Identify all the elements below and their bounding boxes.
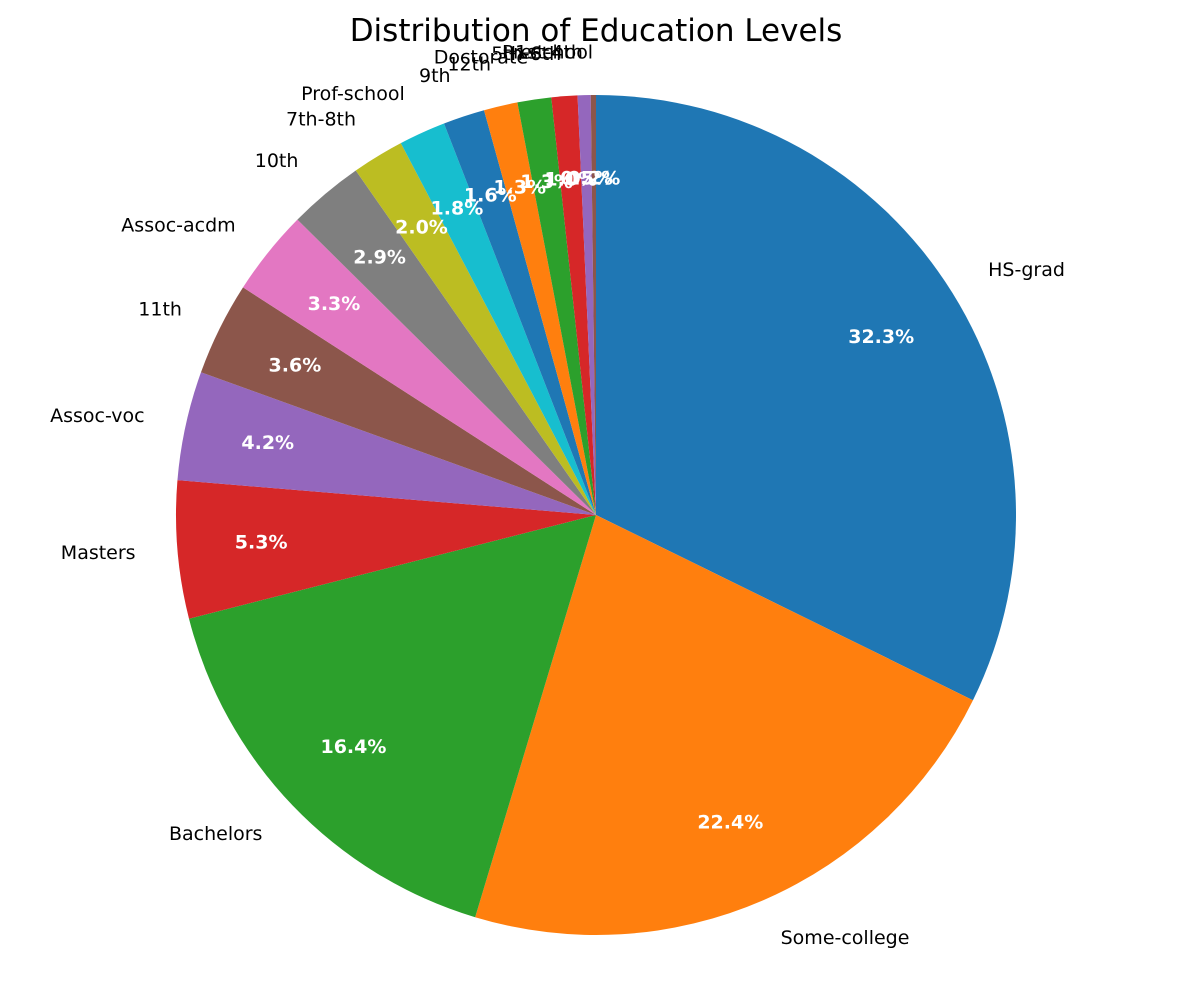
- percent-label-bachelors: 16.4%: [320, 736, 386, 758]
- slice-label-assoc-voc: Assoc-voc: [50, 405, 145, 427]
- percent-label-9th: 1.6%: [464, 185, 517, 207]
- percent-label-masters: 5.3%: [235, 531, 288, 553]
- pie-slice-preschool: [590, 95, 596, 515]
- percent-label-preschool: 0.2%: [568, 168, 621, 190]
- pie-slice-5th-6th: [551, 95, 596, 515]
- pie-slice-12th: [484, 102, 596, 515]
- pie-slice-assoc-acdm: [243, 219, 596, 515]
- slice-label-bachelors: Bachelors: [169, 823, 262, 845]
- pie-slice-9th: [443, 110, 596, 515]
- percent-label-some-college: 22.4%: [697, 812, 763, 834]
- pie-slice-10th: [297, 170, 596, 515]
- percent-label-5th-6th: 1.0%: [544, 168, 597, 190]
- slice-label-masters: Masters: [61, 542, 136, 564]
- percent-label-7th-8th: 2.0%: [395, 216, 448, 238]
- slice-label-1st-4th: 1st-4th: [515, 42, 583, 64]
- percent-label-11th: 3.6%: [269, 354, 322, 376]
- slice-label-7th-8th: 7th-8th: [286, 109, 356, 131]
- slice-label-9th: 9th: [419, 65, 451, 87]
- pie-slice-hs-grad: [596, 95, 1017, 701]
- pie-slice-assoc-voc: [177, 372, 596, 515]
- percent-label-doctorate: 1.3%: [520, 171, 573, 193]
- pie-slice-some-college: [475, 515, 973, 935]
- pie-slice-bachelors: [189, 515, 596, 918]
- slice-label-5th-6th: 5th-6th: [491, 43, 561, 65]
- slice-label-preschool: Preschool: [502, 42, 593, 64]
- slice-label-prof-school: Prof-school: [301, 83, 405, 105]
- slice-label-hs-grad: HS-grad: [988, 259, 1065, 281]
- chart-title: Distribution of Education Levels: [350, 13, 843, 49]
- percent-label-12th: 1.3%: [493, 176, 546, 198]
- percent-label-assoc-voc: 4.2%: [241, 432, 294, 454]
- percent-label-assoc-acdm: 3.3%: [308, 293, 361, 315]
- percent-label-prof-school: 1.8%: [431, 198, 484, 220]
- slices-group: [175, 95, 1017, 935]
- percent-label-hs-grad: 32.3%: [848, 326, 914, 348]
- slice-labels-group: HS-grad Some-college Bachelors Masters Assoc…: [50, 42, 1065, 949]
- slice-label-11th: 11th: [138, 298, 182, 320]
- slice-label-10th: 10th: [255, 150, 299, 172]
- pie-slice-7th-8th: [355, 143, 596, 516]
- slice-label-12th: 12th: [447, 54, 491, 76]
- percent-label-10th: 2.9%: [353, 246, 406, 268]
- pie-slice-1st-4th: [577, 95, 596, 516]
- percent-label-1st-4th: 0.5%: [560, 168, 613, 190]
- pie-slice-prof-school: [400, 123, 596, 515]
- pie-slice-11th: [201, 287, 596, 515]
- percent-labels-group: 32.3%22.4%16.4%5.3%4.2%3.6%3.3%2.9%2.0%1…: [235, 168, 914, 834]
- pie-slice-masters: [175, 480, 596, 619]
- slice-label-doctorate: Doctorate: [434, 47, 528, 69]
- slice-label-assoc-acdm: Assoc-acdm: [121, 214, 235, 236]
- slice-label-some-college: Some-college: [781, 927, 910, 949]
- pie-slice-doctorate: [517, 97, 596, 516]
